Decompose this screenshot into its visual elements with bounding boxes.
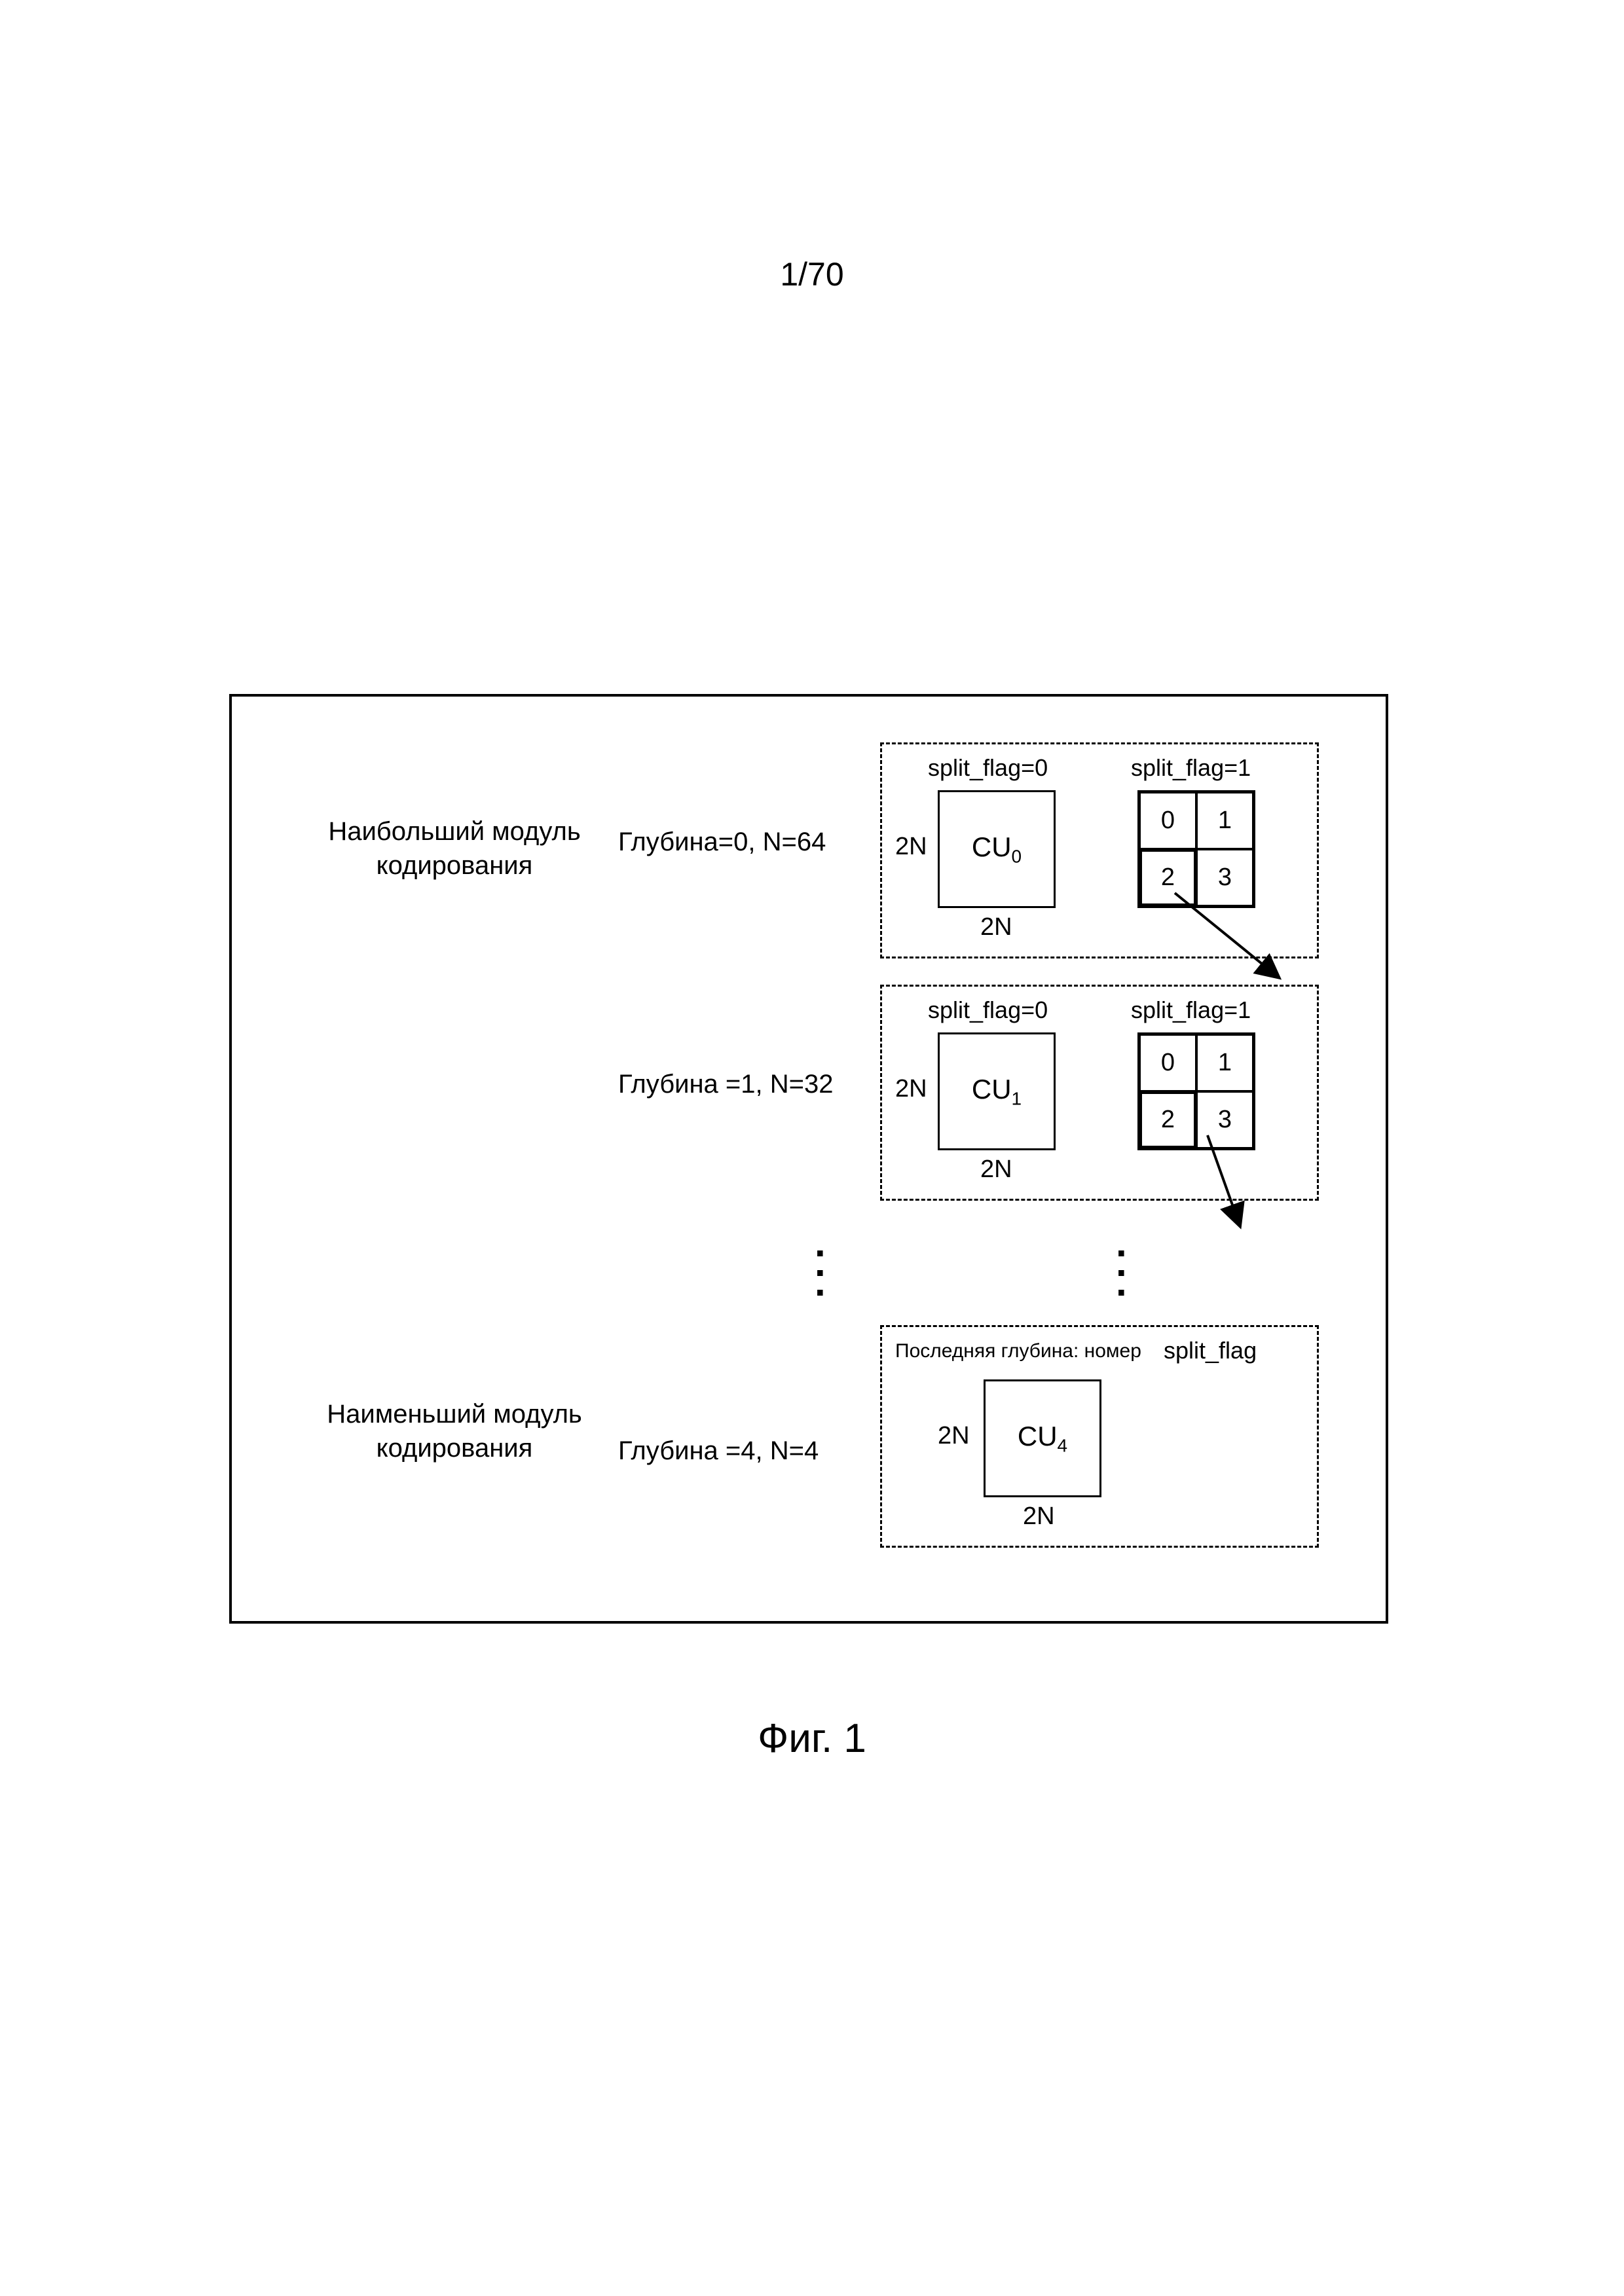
depth-label-2: Глубина =4, N=4 (618, 1436, 819, 1466)
arrow-1-2 (1201, 1129, 1332, 1247)
diagram-outer-frame: Наибольший модуль кодирования Глубина=0,… (229, 694, 1388, 1624)
depth-label-0: Глубина=0, N=64 (618, 828, 826, 857)
cu-2n-bottom-0: 2N (980, 913, 1012, 941)
split0-label-1: split_flag=0 (928, 996, 1048, 1024)
split1-label-2: split_flag (1164, 1337, 1257, 1364)
figure-caption: Фиг. 1 (758, 1715, 866, 1762)
cu-box-1: CU1 (938, 1032, 1056, 1150)
quad-cell-1-1: 1 (1196, 1034, 1253, 1091)
depth-label-1: Глубина =1, N=32 (618, 1070, 833, 1099)
cu-2n-bottom-1: 2N (980, 1156, 1012, 1184)
level-row-2: Наименьший модуль кодирования Глубина =4… (232, 1325, 1386, 1561)
left-label-0: Наибольший модуль кодирования (297, 814, 612, 883)
cu-label-1: CU1 (972, 1074, 1022, 1109)
vdots-left: ... (815, 1233, 826, 1292)
vdots-right: ... (1116, 1233, 1127, 1292)
cu-label-0: CU0 (972, 831, 1022, 867)
cu-box-2: CU4 (984, 1379, 1101, 1497)
split1-label-1: split_flag=1 (1131, 996, 1251, 1024)
split0-label-0: split_flag=0 (928, 754, 1048, 782)
cu-2n-left-2: 2N (938, 1422, 970, 1450)
cu-box-0: CU0 (938, 790, 1056, 908)
quad-cell-0-1: 1 (1196, 792, 1253, 849)
last-depth-label: Последняя глубина: номер (895, 1340, 1141, 1362)
quad-cell-1-2: 2 (1139, 1091, 1196, 1148)
quad-cell-1-0: 0 (1139, 1034, 1196, 1091)
cu-2n-left-1: 2N (895, 1075, 927, 1103)
page-number: 1/70 (780, 255, 843, 293)
arrow-0-1 (1168, 886, 1312, 991)
quad-cell-0-0: 0 (1139, 792, 1196, 849)
cu-label-2: CU4 (1018, 1421, 1067, 1456)
cu-2n-left-0: 2N (895, 833, 927, 861)
left-label-2: Наименьший модуль кодирования (297, 1397, 612, 1465)
cu-2n-bottom-2: 2N (1023, 1503, 1055, 1531)
split1-label-0: split_flag=1 (1131, 754, 1251, 782)
dashed-group-2: Последняя глубина: номер split_flag 2N C… (880, 1325, 1319, 1548)
